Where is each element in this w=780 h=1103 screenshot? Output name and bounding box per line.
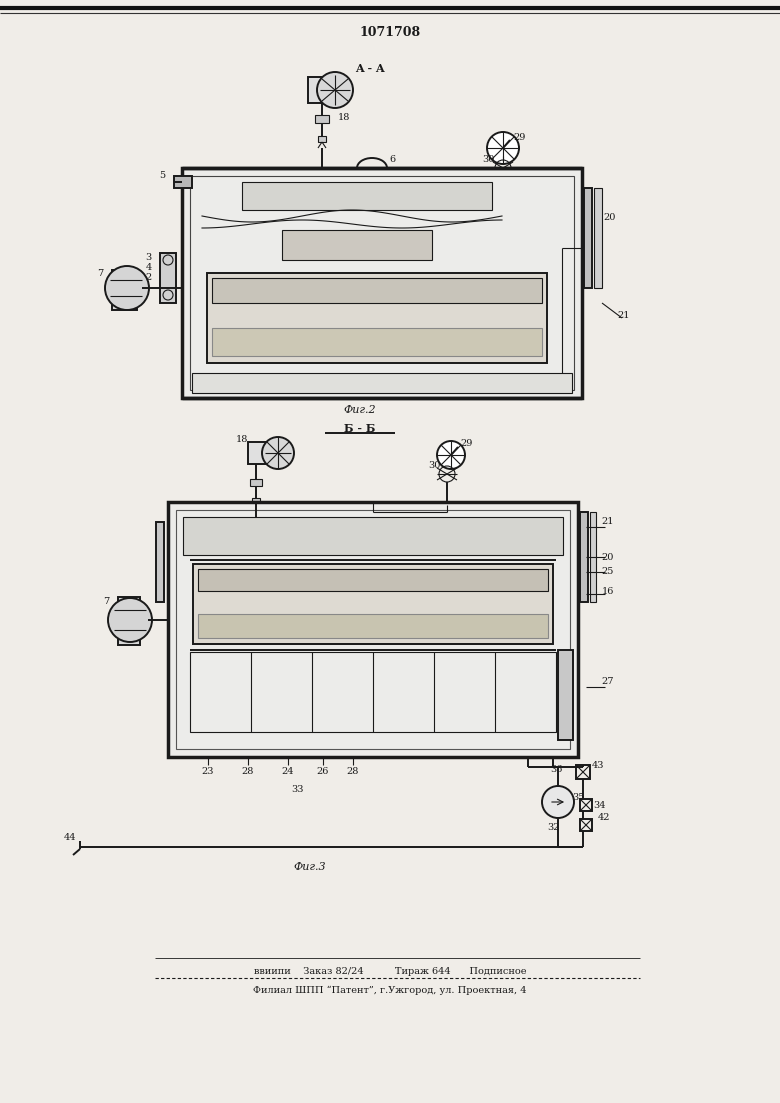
- Bar: [176, 510, 570, 749]
- Text: 3: 3: [146, 254, 152, 263]
- Circle shape: [542, 786, 574, 818]
- Bar: [248, 442, 278, 464]
- Bar: [168, 502, 578, 757]
- Text: 20: 20: [604, 214, 616, 223]
- Text: 32: 32: [547, 824, 559, 833]
- Bar: [112, 270, 137, 310]
- Bar: [160, 253, 176, 303]
- Bar: [282, 231, 432, 260]
- Circle shape: [262, 437, 294, 469]
- Text: 7: 7: [97, 268, 103, 278]
- Bar: [308, 77, 340, 103]
- Text: 7: 7: [103, 598, 109, 607]
- Text: 27: 27: [601, 677, 615, 686]
- Text: 35: 35: [572, 792, 584, 802]
- Text: 18: 18: [236, 436, 248, 445]
- Bar: [207, 274, 547, 363]
- Bar: [590, 512, 596, 602]
- Circle shape: [108, 598, 152, 642]
- Bar: [212, 278, 542, 303]
- Bar: [242, 182, 492, 210]
- Bar: [580, 512, 588, 602]
- Circle shape: [437, 441, 465, 469]
- Text: 23: 23: [202, 767, 215, 775]
- Text: 25: 25: [602, 568, 614, 577]
- Text: 19: 19: [546, 386, 558, 395]
- Bar: [193, 564, 553, 644]
- Text: 1071708: 1071708: [360, 25, 420, 39]
- Text: 6: 6: [389, 156, 395, 164]
- Text: 2: 2: [146, 274, 152, 282]
- Bar: [190, 652, 556, 732]
- Text: 24: 24: [282, 767, 294, 775]
- Text: 33: 33: [292, 784, 304, 793]
- Text: 44: 44: [64, 833, 76, 842]
- Bar: [584, 188, 592, 288]
- Text: 26: 26: [317, 767, 329, 775]
- Text: 29: 29: [514, 133, 526, 142]
- Text: 21: 21: [601, 517, 615, 526]
- Text: 34: 34: [594, 801, 606, 810]
- Text: 28: 28: [347, 767, 359, 775]
- Bar: [576, 765, 590, 779]
- Bar: [174, 176, 192, 188]
- Bar: [252, 497, 260, 503]
- Text: Филиал ШПП “Патент”, г.Ужгород, ул. Проектная, 4: Филиал ШПП “Патент”, г.Ужгород, ул. Прое…: [254, 985, 526, 995]
- Text: Фиг.2: Фиг.2: [344, 405, 376, 415]
- Text: Фиг.3: Фиг.3: [294, 863, 326, 872]
- Bar: [190, 176, 574, 390]
- Text: 36: 36: [550, 764, 562, 773]
- Bar: [182, 168, 582, 398]
- Text: 42: 42: [597, 813, 610, 822]
- Bar: [192, 373, 572, 393]
- Text: 30: 30: [427, 461, 440, 471]
- Text: 4: 4: [146, 264, 152, 272]
- Bar: [156, 522, 164, 602]
- Bar: [594, 188, 602, 288]
- Text: 16: 16: [602, 588, 614, 597]
- Circle shape: [487, 132, 519, 164]
- Text: 21: 21: [618, 311, 630, 321]
- Bar: [118, 597, 140, 645]
- Bar: [212, 328, 542, 356]
- Text: A - A: A - A: [355, 63, 385, 74]
- Bar: [183, 517, 563, 555]
- Bar: [198, 614, 548, 638]
- Bar: [580, 820, 592, 831]
- Bar: [318, 136, 326, 142]
- Text: 30: 30: [482, 156, 495, 164]
- Bar: [558, 650, 573, 740]
- Text: 5: 5: [159, 171, 165, 181]
- Circle shape: [105, 266, 149, 310]
- Text: 20: 20: [602, 553, 614, 561]
- Text: 43: 43: [592, 761, 604, 771]
- Circle shape: [317, 72, 353, 108]
- Bar: [580, 799, 592, 811]
- Bar: [198, 569, 548, 591]
- Bar: [315, 115, 329, 124]
- Text: 29: 29: [461, 439, 473, 449]
- Bar: [250, 479, 262, 486]
- Text: ввиипи    Заказ 82/24          Тираж 644      Подписное: ввиипи Заказ 82/24 Тираж 644 Подписное: [254, 967, 526, 976]
- Text: 18: 18: [338, 114, 350, 122]
- Text: Б - Б: Б - Б: [344, 422, 376, 433]
- Text: 28: 28: [242, 767, 254, 775]
